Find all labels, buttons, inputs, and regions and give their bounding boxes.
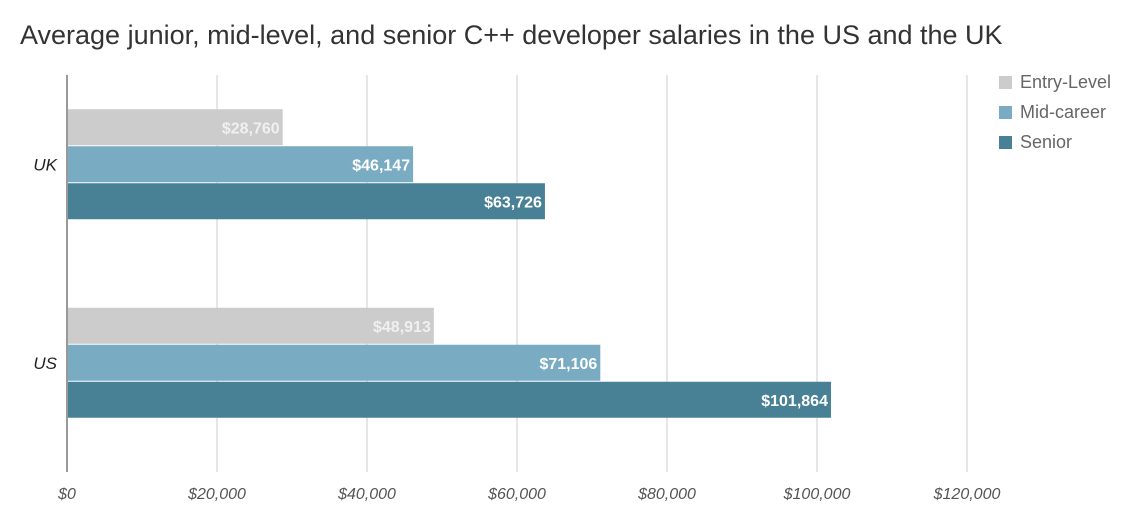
bar [68, 146, 414, 183]
legend-swatch [999, 136, 1012, 149]
category-label: UK [33, 155, 57, 174]
bar [68, 344, 601, 381]
legend-swatch [999, 106, 1012, 119]
data-label: $71,106 [539, 356, 597, 373]
bar [68, 183, 545, 220]
bar [68, 109, 283, 146]
x-tick-label: $80,000 [637, 486, 696, 503]
data-label: $63,726 [484, 194, 542, 211]
data-label: $46,147 [352, 157, 410, 174]
bars: $28,760 $46,147 $63,726 $48,913 $71,106 $101,… [68, 109, 831, 418]
data-label: $28,760 [222, 120, 280, 137]
legend-label: Senior [1020, 132, 1072, 152]
y-axis-categories: UK US [33, 155, 57, 373]
legend-label: Mid-career [1020, 102, 1106, 122]
x-tick-label: $100,000 [783, 486, 851, 503]
x-tick-label: $120,000 [933, 486, 1001, 503]
x-axis-ticks: $0 $20,000 $40,000 $60,000 $80,000 $100,000 $1… [57, 486, 1000, 503]
x-tick-label: $60,000 [487, 486, 546, 503]
x-tick-label: $20,000 [187, 486, 246, 503]
x-tick-label: $0 [57, 486, 76, 503]
chart-title: Average junior, mid-level, and senior C+… [20, 20, 1003, 50]
data-label: $48,913 [373, 319, 431, 336]
data-label: $101,864 [761, 393, 828, 410]
legend-swatch [999, 76, 1012, 89]
x-tick-label: $40,000 [337, 486, 396, 503]
bar [68, 307, 434, 344]
category-label: US [33, 354, 57, 373]
legend-label: Entry-Level [1020, 72, 1111, 92]
legend: Entry-Level Mid-career Senior [999, 72, 1111, 152]
bar [68, 381, 831, 418]
